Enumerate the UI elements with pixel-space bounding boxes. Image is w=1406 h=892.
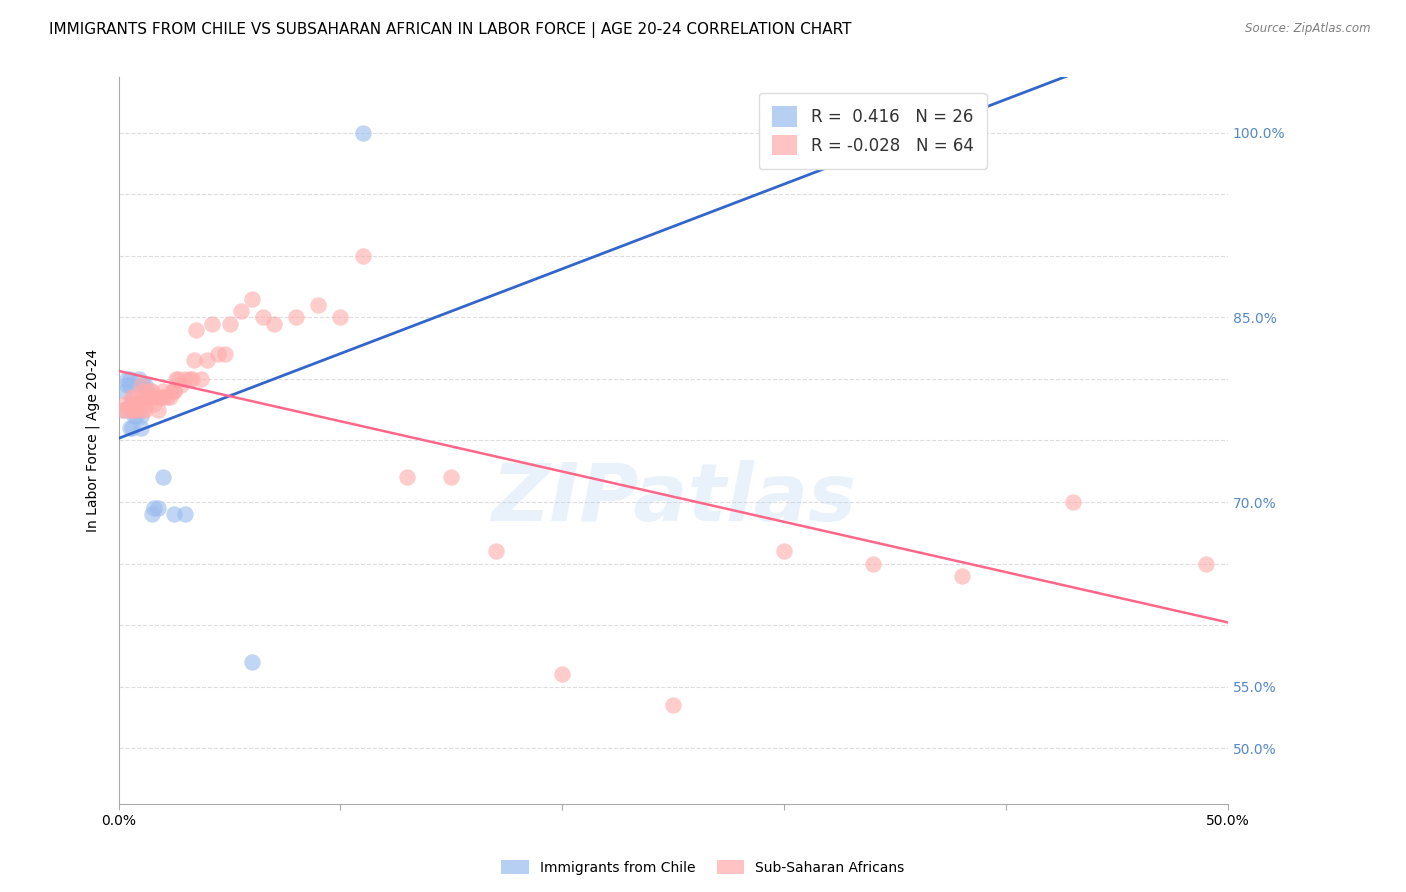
Point	[111, 402, 134, 417]
Point	[129, 391, 152, 405]
Point	[240, 292, 263, 306]
Point	[128, 372, 150, 386]
Point	[118, 372, 141, 386]
Legend: R =  0.416   N = 26, R = -0.028   N = 64: R = 0.416 N = 26, R = -0.028 N = 64	[759, 93, 987, 169]
Point	[129, 409, 152, 423]
Point	[180, 372, 202, 386]
Point	[1062, 495, 1084, 509]
Point	[132, 378, 155, 392]
Point	[141, 508, 163, 522]
Point	[129, 421, 152, 435]
Point	[163, 384, 186, 399]
Point	[122, 402, 145, 417]
Point	[156, 391, 179, 405]
Point	[121, 391, 143, 405]
Point	[134, 378, 156, 392]
Point	[329, 310, 352, 325]
Y-axis label: In Labor Force | Age 20-24: In Labor Force | Age 20-24	[86, 349, 100, 532]
Point	[240, 655, 263, 669]
Text: IMMIGRANTS FROM CHILE VS SUBSAHARAN AFRICAN IN LABOR FORCE | AGE 20-24 CORRELATI: IMMIGRANTS FROM CHILE VS SUBSAHARAN AFRI…	[49, 22, 852, 38]
Point	[485, 544, 508, 558]
Point	[148, 501, 170, 516]
Point	[229, 304, 252, 318]
Point	[128, 396, 150, 410]
Point	[122, 409, 145, 423]
Point	[121, 421, 143, 435]
Point	[440, 470, 463, 484]
Point	[129, 378, 152, 392]
Point	[117, 378, 139, 392]
Point	[773, 544, 796, 558]
Point	[134, 402, 156, 417]
Point	[136, 384, 159, 399]
Point	[160, 384, 183, 399]
Point	[263, 317, 285, 331]
Point	[118, 378, 141, 392]
Point	[141, 391, 163, 405]
Point	[143, 396, 166, 410]
Point	[117, 402, 139, 417]
Point	[118, 396, 141, 410]
Point	[551, 667, 574, 681]
Point	[195, 353, 218, 368]
Point	[114, 384, 136, 399]
Point	[395, 470, 418, 484]
Point	[163, 384, 186, 399]
Point	[183, 353, 205, 368]
Point	[201, 317, 224, 331]
Point	[152, 384, 174, 399]
Point	[862, 557, 884, 571]
Point	[170, 378, 193, 392]
Point	[132, 384, 155, 399]
Point	[950, 569, 973, 583]
Point	[134, 396, 156, 410]
Point	[186, 323, 208, 337]
Point	[132, 402, 155, 417]
Point	[149, 391, 172, 405]
Point	[145, 391, 167, 405]
Point	[1195, 557, 1218, 571]
Point	[207, 347, 229, 361]
Point	[122, 396, 145, 410]
Point	[141, 384, 163, 399]
Point	[174, 372, 197, 386]
Point	[138, 384, 160, 399]
Point	[117, 372, 139, 386]
Point	[148, 402, 170, 417]
Point	[118, 421, 141, 435]
Legend: Immigrants from Chile, Sub-Saharan Africans: Immigrants from Chile, Sub-Saharan Afric…	[496, 855, 910, 880]
Point	[352, 249, 374, 263]
Point	[179, 372, 201, 386]
Point	[136, 391, 159, 405]
Point	[152, 470, 174, 484]
Point	[252, 310, 274, 325]
Point	[218, 317, 240, 331]
Point	[159, 391, 181, 405]
Point	[163, 508, 186, 522]
Point	[167, 372, 190, 386]
Point	[152, 391, 174, 405]
Point	[214, 347, 236, 361]
Point	[190, 372, 212, 386]
Point	[125, 402, 148, 417]
Point	[143, 501, 166, 516]
Point	[307, 298, 329, 312]
Point	[174, 508, 197, 522]
Point	[122, 391, 145, 405]
Point	[285, 310, 308, 325]
Point	[352, 126, 374, 140]
Text: ZIPatlas: ZIPatlas	[491, 459, 856, 538]
Point	[165, 372, 187, 386]
Point	[125, 409, 148, 423]
Point	[111, 402, 134, 417]
Point	[121, 402, 143, 417]
Point	[125, 396, 148, 410]
Point	[121, 396, 143, 410]
Point	[662, 698, 685, 712]
Point	[114, 396, 136, 410]
Text: Source: ZipAtlas.com: Source: ZipAtlas.com	[1246, 22, 1371, 36]
